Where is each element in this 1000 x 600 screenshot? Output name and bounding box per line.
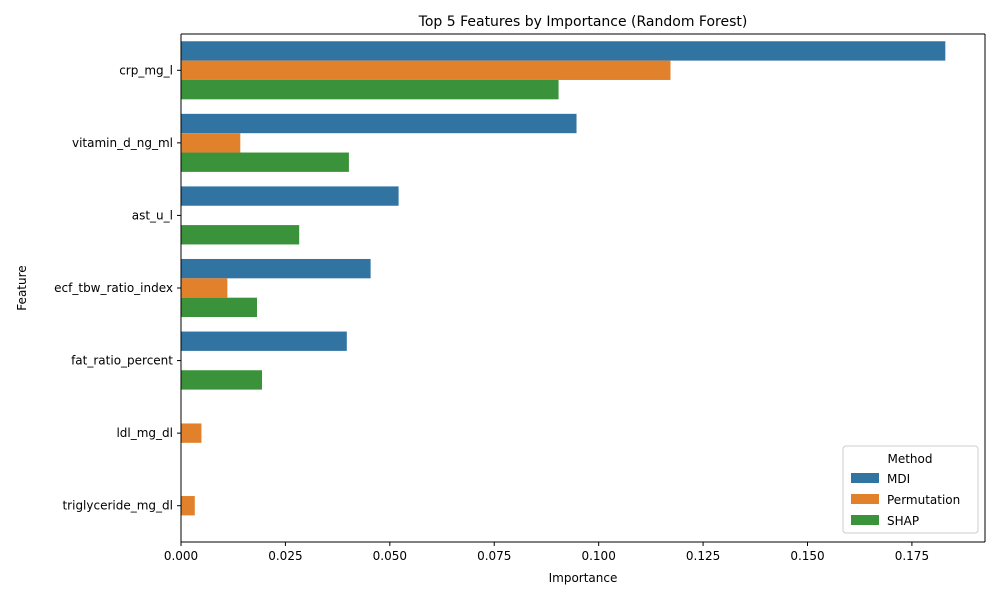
x-tick-label: 0.100 — [581, 549, 615, 563]
bar-mdi-ast_u_l — [181, 186, 399, 206]
x-tick-label: 0.050 — [373, 549, 407, 563]
bar-permutation-crp_mg_l — [181, 60, 671, 80]
bars-group — [181, 41, 946, 516]
y-tick-label-ast_u_l: ast_u_l — [132, 208, 173, 222]
y-tick-label-vitamin_d_ng_ml: vitamin_d_ng_ml — [72, 136, 173, 150]
legend-label-mdi: MDI — [887, 472, 910, 486]
bar-permutation-ldl_mg_dl — [181, 423, 202, 443]
y-tick-label-ldl_mg_dl: ldl_mg_dl — [116, 426, 173, 440]
bar-mdi-crp_mg_l — [181, 41, 946, 61]
y-axis-label: Feature — [15, 265, 29, 310]
legend: Method MDI Permutation SHAP — [842, 445, 979, 534]
bar-permutation-vitamin_d_ng_ml — [181, 133, 241, 153]
x-axis-label: Importance — [549, 571, 618, 585]
x-tick-label: 0.175 — [895, 549, 929, 563]
bar-shap-ecf_tbw_ratio_index — [181, 297, 258, 318]
legend-swatch-shap — [851, 515, 879, 525]
bar-shap-crp_mg_l — [181, 79, 559, 100]
bar-shap-fat_ratio_percent — [181, 370, 263, 390]
bar-shap-ast_u_l — [181, 225, 300, 245]
legend-swatch-permutation — [851, 494, 879, 504]
chart-title: Top 5 Features by Importance (Random For… — [418, 14, 748, 30]
bar-permutation-triglyceride_mg_dl — [181, 496, 195, 516]
legend-items: MDI Permutation SHAP — [851, 472, 960, 528]
bar-permutation-ecf_tbw_ratio_index — [181, 278, 228, 298]
y-ticks-group: crp_mg_l vitamin_d_ng_ml ast_u_l ecf_tbw_ra… — [54, 63, 181, 513]
x-ticks-group: 0.000 0.025 0.050 0.075 0.100 0.125 0.150 0.175 — [164, 542, 929, 563]
bar-mdi-fat_ratio_percent — [181, 331, 347, 351]
x-tick-label: 0.125 — [686, 549, 720, 563]
legend-title: Method — [887, 452, 932, 466]
legend-label-shap: SHAP — [887, 514, 919, 528]
legend-frame — [842, 445, 979, 534]
bar-shap-vitamin_d_ng_ml — [181, 152, 349, 172]
x-tick-label: 0.150 — [790, 549, 824, 563]
bar-mdi-ecf_tbw_ratio_index — [181, 258, 371, 279]
legend-swatch-mdi — [851, 473, 879, 483]
y-tick-label-triglyceride_mg_dl: triglyceride_mg_dl — [62, 499, 173, 513]
y-tick-label-ecf_tbw_ratio_index: ecf_tbw_ratio_index — [54, 281, 173, 295]
x-tick-label: 0.075 — [477, 549, 511, 563]
y-tick-label-fat_ratio_percent: fat_ratio_percent — [71, 354, 173, 368]
legend-label-permutation: Permutation — [887, 493, 960, 507]
x-tick-label: 0.000 — [164, 549, 198, 563]
bar-mdi-vitamin_d_ng_ml — [181, 113, 577, 134]
x-tick-label: 0.025 — [268, 549, 302, 563]
y-tick-label-crp_mg_l: crp_mg_l — [119, 63, 173, 77]
